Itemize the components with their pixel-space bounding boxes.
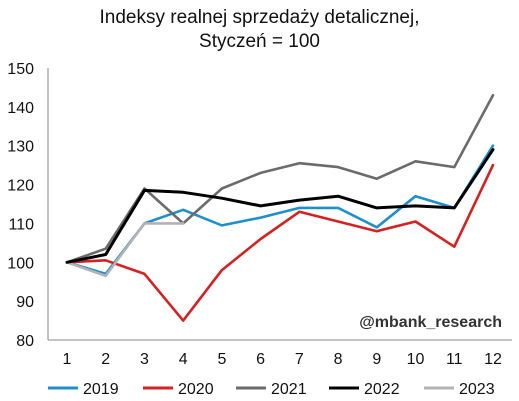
chart-title-line1: Indeksy realnej sprzedaży detalicznej, bbox=[99, 7, 420, 28]
legend-item-2023: 2023 bbox=[424, 381, 495, 398]
chart-title-line2: Styczeń = 100 bbox=[199, 31, 320, 52]
legend-item-2020: 2020 bbox=[143, 381, 214, 398]
y-tick-label: 90 bbox=[16, 294, 34, 311]
series-line-2020 bbox=[65, 163, 495, 322]
y-tick-label: 120 bbox=[7, 178, 34, 195]
x-tick-labels: 1 2 3 4 5 6 7 8 9 10 11 12 bbox=[63, 351, 502, 368]
series-lines bbox=[65, 93, 495, 322]
legend-label: 2023 bbox=[459, 381, 495, 398]
y-tick-label: 100 bbox=[7, 255, 34, 272]
x-tick-label: 5 bbox=[217, 351, 226, 368]
x-tick-label: 8 bbox=[334, 351, 343, 368]
series-line-2022 bbox=[65, 148, 495, 264]
x-tick-label: 7 bbox=[295, 351, 304, 368]
legend-label: 2021 bbox=[271, 381, 307, 398]
x-tick-label: 10 bbox=[407, 351, 425, 368]
x-tick-label: 12 bbox=[484, 351, 502, 368]
legend-label: 2022 bbox=[364, 381, 400, 398]
series-line-2023 bbox=[65, 222, 185, 278]
legend-label: 2020 bbox=[178, 381, 214, 398]
x-tick-label: 1 bbox=[63, 351, 72, 368]
y-tick-label: 110 bbox=[8, 216, 34, 233]
x-tick-label: 6 bbox=[256, 351, 265, 368]
y-tick-label: 80 bbox=[16, 333, 34, 350]
y-tick-label: 130 bbox=[7, 139, 34, 156]
x-tick-label: 11 bbox=[446, 351, 463, 368]
legend-item-2019: 2019 bbox=[48, 381, 119, 398]
y-tick-labels: 80 90 100 110 120 130 140 150 bbox=[7, 61, 34, 350]
chart-title: Indeksy realnej sprzedaży detalicznej, S… bbox=[0, 6, 519, 54]
legend: 2019 2020 2021 2022 2023 bbox=[48, 381, 495, 398]
watermark-annotation: @mbank_research bbox=[359, 314, 502, 331]
x-tick-label: 2 bbox=[101, 351, 110, 368]
legend-item-2021: 2021 bbox=[236, 381, 307, 398]
series-line-2021 bbox=[65, 93, 495, 264]
y-tick-label: 150 bbox=[7, 61, 34, 78]
legend-item-2022: 2022 bbox=[329, 381, 400, 398]
x-tick-label: 9 bbox=[372, 351, 381, 368]
y-tick-label: 140 bbox=[7, 100, 34, 117]
x-tick-label: 3 bbox=[140, 351, 149, 368]
legend-label: 2019 bbox=[83, 381, 119, 398]
x-tick-label: 4 bbox=[179, 351, 188, 368]
